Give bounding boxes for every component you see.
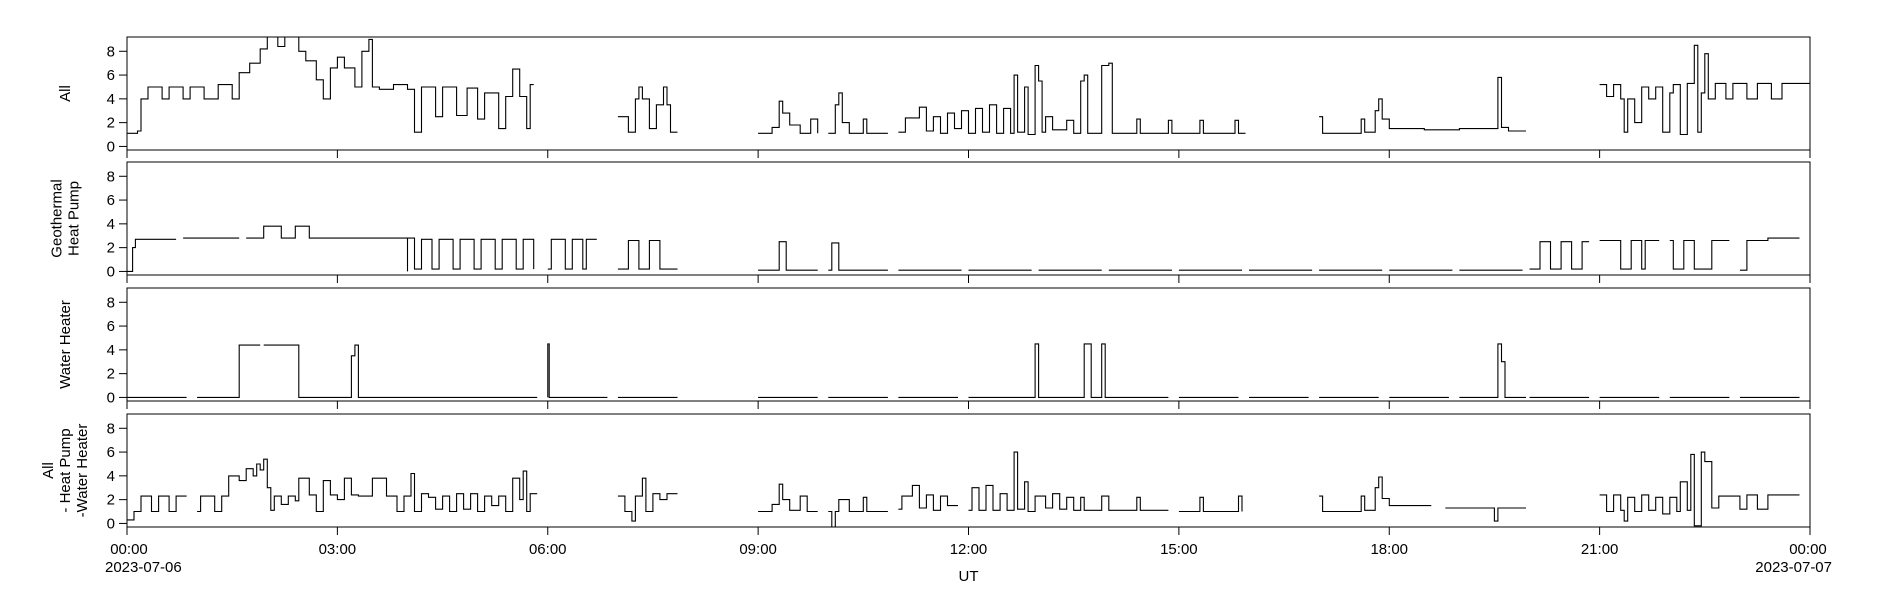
y-tick-label: 0 bbox=[107, 138, 115, 155]
series-line bbox=[1319, 76, 1526, 134]
series-line bbox=[828, 92, 888, 134]
series-line bbox=[758, 100, 819, 134]
y-tick-label: 6 bbox=[107, 192, 115, 209]
y-tick-label: 0 bbox=[107, 263, 115, 280]
series-line bbox=[547, 343, 608, 398]
x-tick-label: 09:00 bbox=[739, 541, 777, 558]
y-tick-label: 2 bbox=[107, 240, 115, 257]
x-tick-date-label: 2023-07-07 bbox=[1755, 559, 1832, 576]
series-line bbox=[1529, 241, 1590, 270]
y-tick-label: 8 bbox=[107, 294, 115, 311]
series-line bbox=[968, 451, 1169, 513]
y-tick-label: 4 bbox=[107, 216, 115, 233]
y-tick-label: 4 bbox=[107, 468, 115, 485]
y-tick-label: 8 bbox=[107, 420, 115, 437]
x-tick-label: 06:00 bbox=[529, 541, 567, 558]
x-tick-label: 00:00 bbox=[1789, 541, 1827, 558]
panel-frame bbox=[126, 161, 1811, 276]
y-tick-label: 6 bbox=[107, 67, 115, 84]
x-tick-label: 18:00 bbox=[1370, 541, 1408, 558]
series-line bbox=[197, 458, 538, 513]
y-tick-label: 2 bbox=[107, 366, 115, 383]
series-line bbox=[1319, 476, 1432, 513]
series-line bbox=[1459, 343, 1526, 398]
series-line bbox=[758, 483, 818, 513]
series-line bbox=[1599, 239, 1660, 270]
series-group bbox=[127, 343, 1800, 398]
x-tick-label: 03:00 bbox=[319, 541, 357, 558]
x-tick-label: 12:00 bbox=[950, 541, 988, 558]
panel-3: 0 2 4 6 8 Water Heater bbox=[57, 287, 1811, 409]
y-tick-label: 0 bbox=[107, 389, 115, 406]
series-line bbox=[898, 62, 1246, 136]
series-line bbox=[828, 242, 888, 271]
series-line bbox=[127, 238, 177, 272]
y-axis-label: GeothermalHeat Pump bbox=[49, 179, 83, 257]
series-line bbox=[1178, 495, 1243, 513]
y-tick-label: 8 bbox=[107, 168, 115, 185]
series-line bbox=[1599, 44, 1810, 136]
y-tick-label: 6 bbox=[107, 318, 115, 335]
panel-1: 0 2 4 6 8 All bbox=[57, 36, 1811, 158]
panel-4: 0 2 4 6 8 All- Heat Pump-Water Heater bbox=[40, 413, 1811, 535]
x-tick-label: 15:00 bbox=[1160, 541, 1198, 558]
y-tick-label: 8 bbox=[107, 43, 115, 60]
series-line bbox=[547, 238, 597, 270]
series-line bbox=[263, 344, 538, 398]
y-tick-label: 0 bbox=[107, 515, 115, 532]
series-line bbox=[127, 495, 187, 521]
x-tick-date-label: 2023-07-06 bbox=[105, 559, 182, 576]
series-line bbox=[197, 344, 261, 398]
y-axis-label: All- Heat Pump-Water Heater bbox=[40, 424, 91, 518]
y-axis-label: Water Heater bbox=[57, 300, 74, 389]
series-line bbox=[1739, 237, 1800, 271]
panel-frame bbox=[126, 287, 1811, 402]
series-line bbox=[617, 239, 678, 270]
x-tick-label: 00:00 bbox=[110, 541, 148, 558]
series-line bbox=[246, 225, 409, 272]
panel-2: 0 2 4 6 8 GeothermalHeat Pump bbox=[49, 161, 1811, 283]
series-line bbox=[898, 484, 958, 511]
y-tick-label: 4 bbox=[107, 342, 115, 359]
series-line bbox=[1445, 507, 1526, 522]
series-line bbox=[407, 237, 535, 270]
y-tick-label: 4 bbox=[107, 91, 115, 108]
y-axis-label: All bbox=[57, 85, 74, 102]
series-line bbox=[617, 86, 678, 133]
y-tick-label: 6 bbox=[107, 444, 115, 461]
y-tick-label: 2 bbox=[107, 115, 115, 132]
series-line bbox=[1669, 239, 1730, 270]
series-line bbox=[758, 241, 818, 271]
series-line bbox=[127, 37, 534, 134]
series-line bbox=[1599, 451, 1800, 527]
series-group bbox=[127, 37, 1810, 136]
series-line bbox=[828, 496, 888, 527]
series-line bbox=[968, 343, 1169, 398]
series-group bbox=[127, 225, 1800, 272]
series-group bbox=[127, 451, 1800, 527]
series-line bbox=[617, 477, 678, 522]
y-tick-label: 2 bbox=[107, 492, 115, 509]
chart-panels: 0 2 4 6 8 All 0 2 4 6 8 GeothermalHeat Pump 0 2 4 6 8 Wat… bbox=[40, 36, 1811, 535]
x-axis-label: UT bbox=[959, 568, 979, 585]
x-tick-label: 21:00 bbox=[1581, 541, 1619, 558]
